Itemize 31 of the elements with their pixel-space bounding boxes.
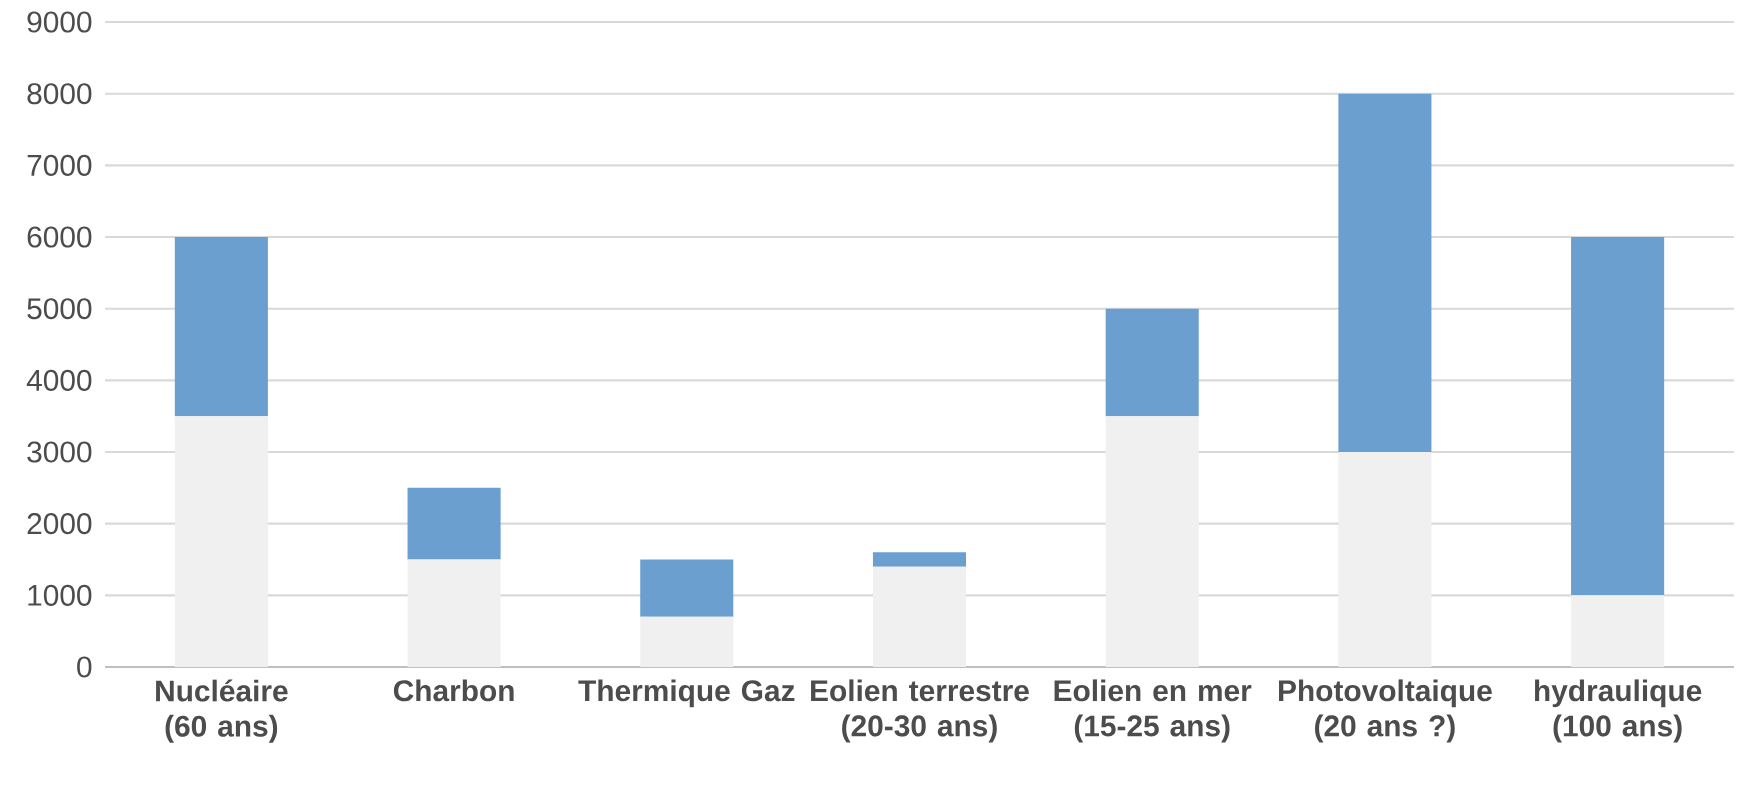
y-tick-label: 3000 xyxy=(27,441,92,463)
y-tick-label: 5000 xyxy=(27,298,92,320)
bar xyxy=(1105,416,1199,667)
y-tick-label: 8000 xyxy=(27,83,92,105)
y-tick-label: 0 xyxy=(77,656,92,678)
bar xyxy=(174,237,268,417)
bar xyxy=(174,416,268,667)
y-tick-label: 6000 xyxy=(27,226,92,248)
x-tick-label: Thermique Gaz xyxy=(578,679,795,708)
x-tick-label: Eolien en mer (15-25 ans) xyxy=(1054,679,1252,743)
bar xyxy=(407,559,501,667)
x-tick-label: Photovoltaique (20 ans ?) xyxy=(1279,679,1492,743)
x-tick-label: Nucléaire (60 ans) xyxy=(156,679,288,743)
bar xyxy=(640,559,734,617)
bar xyxy=(1105,308,1199,417)
bar xyxy=(872,552,967,567)
bar xyxy=(872,566,967,667)
y-tick-label: 2000 xyxy=(27,513,92,535)
bar xyxy=(407,487,501,560)
bar xyxy=(1571,237,1665,596)
x-tick-label: hydraulique (100 ans) xyxy=(1535,679,1702,743)
bar xyxy=(640,616,734,667)
y-tick-label: 1000 xyxy=(28,584,92,606)
bar xyxy=(1571,595,1665,667)
x-tick-label: Eolien terrestre (20-30 ans) xyxy=(811,679,1029,743)
y-tick-label: 7000 xyxy=(27,154,92,176)
x-tick-label: Charbon xyxy=(393,679,514,702)
bar xyxy=(1338,93,1432,453)
y-tick-label: 9000 xyxy=(27,11,92,33)
bar xyxy=(1338,452,1432,667)
y-tick-label: 4000 xyxy=(26,369,92,391)
